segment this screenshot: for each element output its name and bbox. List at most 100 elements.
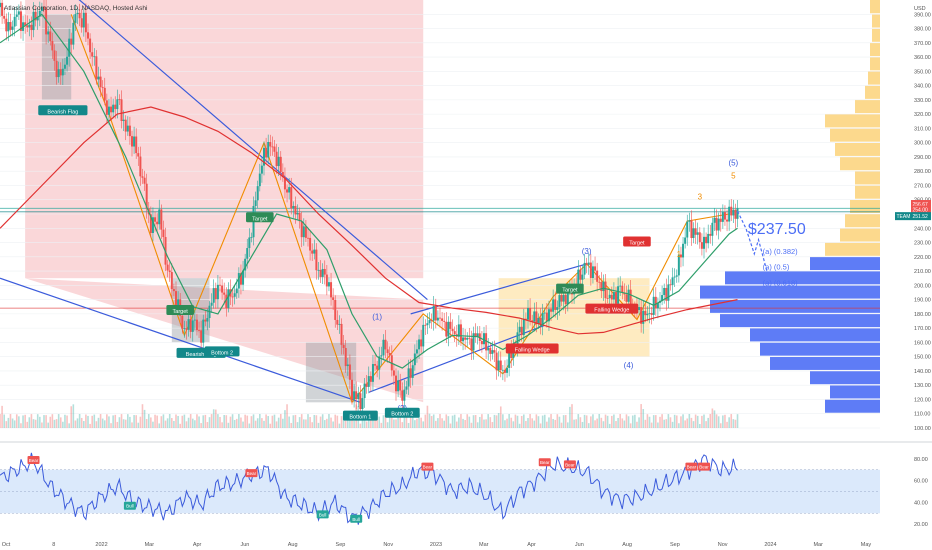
volume-bar — [45, 415, 47, 428]
volume-bar — [594, 420, 596, 428]
volume-bar — [533, 420, 536, 428]
candle — [271, 136, 274, 156]
candle — [420, 329, 423, 353]
candle — [206, 308, 209, 331]
pattern-label-text: Bearish Flag — [186, 352, 217, 358]
volume-bar — [724, 414, 726, 428]
volume-bar — [53, 419, 56, 428]
volume-bar — [575, 419, 577, 428]
volume-bar — [103, 420, 106, 428]
volume-bar — [135, 415, 137, 428]
volume-bar — [659, 416, 661, 428]
volume-bar — [7, 417, 10, 428]
pattern-label: Target — [166, 305, 194, 316]
volume-bar — [342, 414, 345, 428]
volume-bar — [713, 410, 716, 428]
volume-bar — [374, 420, 376, 428]
volume-bar — [124, 419, 127, 428]
volume-bar — [648, 416, 651, 428]
candle — [713, 208, 716, 231]
candle — [671, 267, 674, 295]
volume-bar — [89, 423, 91, 428]
volume-bar — [279, 414, 282, 428]
volume-bar — [650, 422, 653, 428]
volume-bar — [554, 419, 557, 428]
volume-bar — [560, 422, 563, 428]
candle — [254, 191, 257, 216]
volume-bar — [164, 420, 167, 428]
candle — [684, 227, 687, 249]
candle — [57, 61, 60, 83]
candle — [533, 302, 536, 332]
volume-bar — [395, 419, 397, 428]
volume-bar — [179, 423, 181, 428]
volume-bar — [225, 415, 228, 428]
volume-bar — [370, 414, 372, 428]
volume-bar — [458, 417, 460, 428]
volume-bar — [675, 415, 678, 428]
candle — [700, 233, 703, 256]
candle — [503, 360, 506, 382]
volume-bar — [353, 420, 355, 428]
volume-bar — [569, 406, 571, 428]
candle — [363, 378, 366, 408]
volume-bar — [451, 415, 454, 428]
volume-bar — [479, 416, 481, 428]
volume-profile-bar — [825, 114, 880, 128]
candle — [436, 310, 439, 326]
candle — [399, 373, 402, 398]
volume-bar — [460, 414, 462, 428]
volume-bar — [617, 417, 619, 428]
price-tick-label: 390.00 — [914, 12, 931, 18]
candle — [432, 296, 435, 331]
candle — [193, 309, 196, 330]
volume-bar — [326, 418, 328, 428]
candle — [407, 359, 410, 395]
candle — [621, 281, 624, 300]
candle — [489, 342, 492, 362]
volume-bar — [106, 414, 108, 428]
volume-bar — [108, 416, 110, 428]
volume-bar — [263, 420, 265, 428]
candle — [369, 371, 372, 392]
volume-bar — [527, 418, 529, 428]
candle — [72, 14, 75, 50]
candle — [663, 283, 666, 304]
volume-bar — [726, 421, 728, 428]
volume-bar — [244, 414, 246, 428]
volume-bar — [93, 414, 96, 428]
pattern-label-text: Bottom 2 — [211, 350, 233, 356]
candle — [694, 220, 697, 244]
candle — [541, 303, 544, 336]
volume-bar — [489, 417, 492, 428]
volume-bar — [219, 416, 221, 428]
price-tick-label: 220.00 — [914, 255, 931, 261]
candle — [292, 201, 295, 218]
volume-bar — [206, 422, 209, 428]
volume-bar — [418, 414, 420, 428]
candle — [76, 7, 79, 25]
candle — [457, 315, 460, 346]
candle — [386, 341, 389, 363]
volume-bar — [577, 414, 580, 428]
price-tick-label: 230.00 — [914, 241, 931, 247]
volume-bar — [380, 422, 383, 428]
candle — [242, 260, 245, 291]
volume-bar — [286, 404, 288, 428]
candle — [355, 381, 358, 410]
volume-bar — [116, 421, 119, 428]
volume-bar — [171, 418, 173, 428]
volume-bar — [231, 414, 234, 428]
candle — [650, 306, 653, 325]
candle — [591, 260, 594, 284]
volume-profile-bar — [810, 256, 880, 271]
candle — [459, 319, 462, 346]
candle — [304, 219, 307, 243]
volume-bar — [187, 417, 190, 428]
candle — [1, 0, 4, 24]
volume-bar — [497, 413, 500, 428]
volume-bar — [127, 414, 129, 428]
volume-bar — [661, 414, 663, 428]
volume-bar — [432, 414, 435, 428]
